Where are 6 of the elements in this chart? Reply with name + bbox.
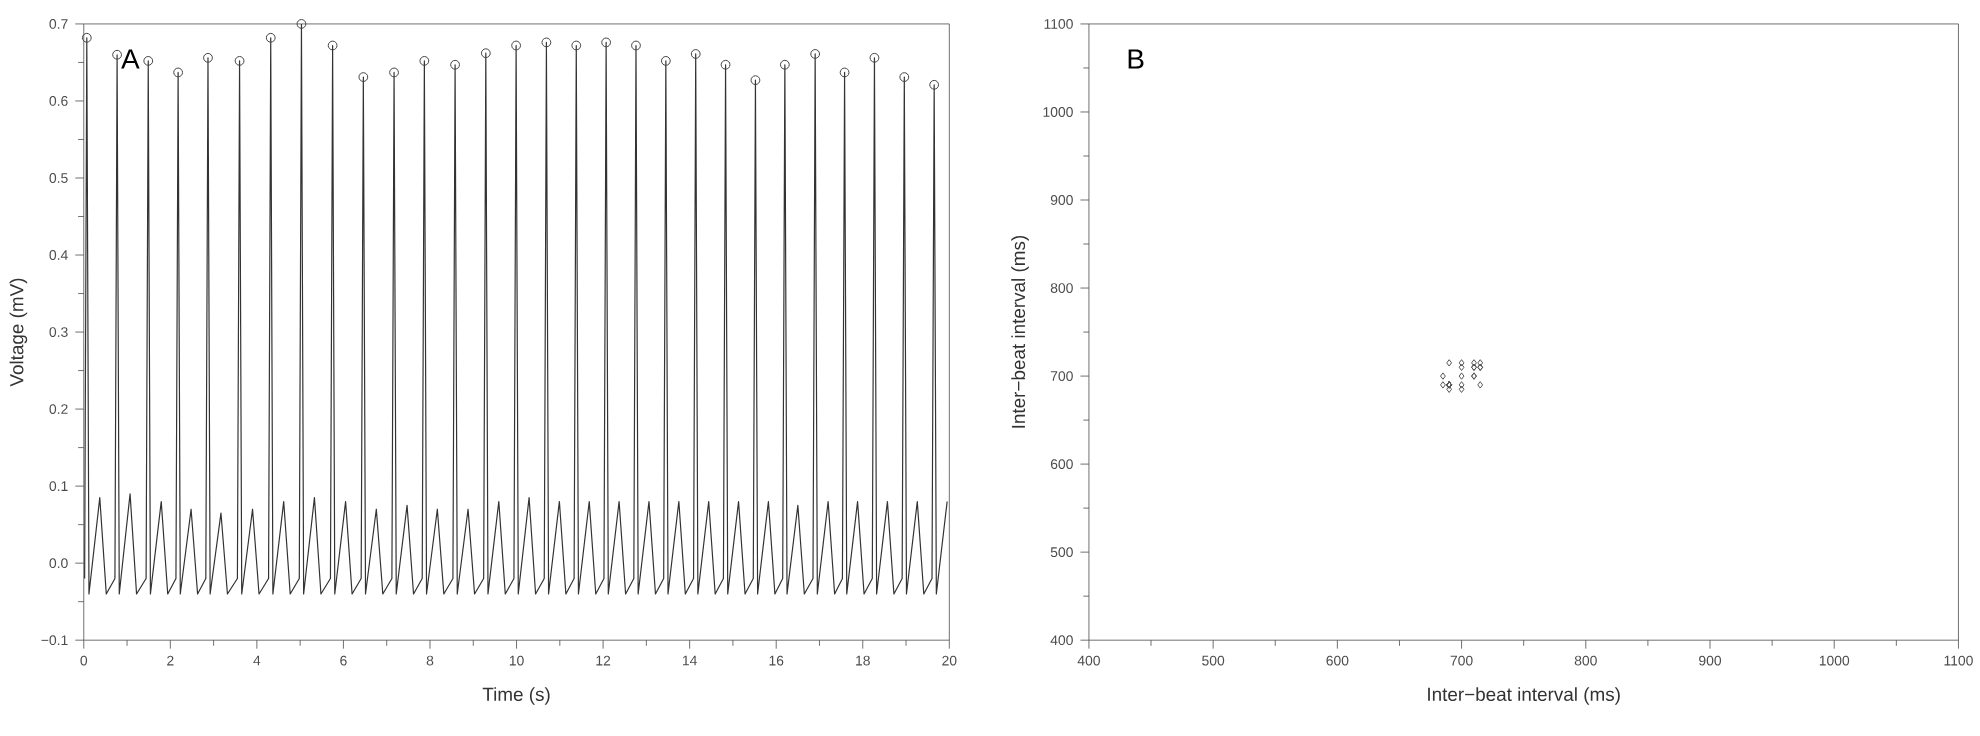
y-axis-title: Voltage (mV) xyxy=(9,278,28,387)
x-axis-title: Inter−beat interval (ms) xyxy=(1428,687,1620,705)
x-axis-title: Time (s) xyxy=(482,687,550,705)
y-axis-title: Inter−beat interval (ms) xyxy=(1011,236,1029,428)
annotation: B xyxy=(1128,49,1144,69)
annotation: A xyxy=(121,49,140,69)
